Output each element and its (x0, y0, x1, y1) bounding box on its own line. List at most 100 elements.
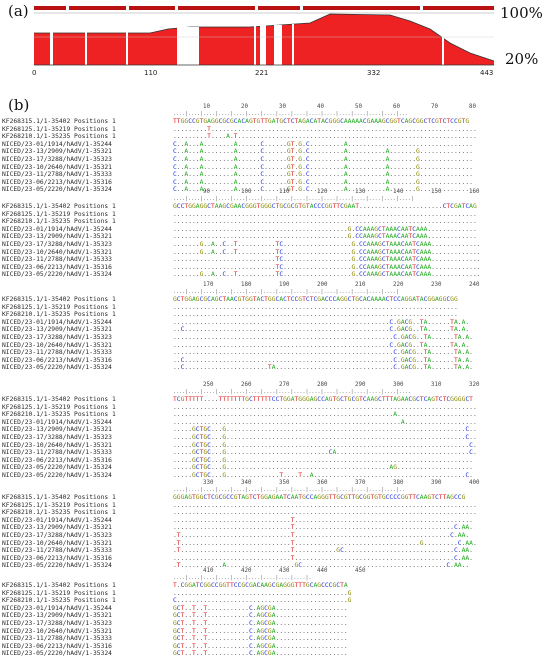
ruler-number: 190 (279, 282, 290, 288)
sequence-name: KF268315.1/1-35402 Positions 1 (2, 396, 116, 403)
sequence-name: NICED/23-10/2640/hAdV/1-35321 (2, 441, 112, 449)
sequence-residues: ........................................… (173, 418, 477, 426)
sequence-name: NICED/23-06/2213/hAdV/1-35316 (2, 456, 112, 464)
sequence-residues: ...............................T........… (173, 554, 473, 562)
sequence-name: NICED/23-13/2909/hAdV/1-35321 (2, 326, 112, 334)
ruler-number: 120 (317, 189, 328, 195)
sequence-residues: ........................................… (173, 318, 470, 326)
sequence-residues: .....GCTGC...G..........................… (173, 426, 477, 434)
sequence-residues: ........................................… (173, 589, 352, 597)
sequence-name: NICED/23-06/2213/hAdV/1-35316 (2, 642, 112, 650)
sequence-name: KF268210.1/1-35235 Positions 1 (2, 133, 116, 141)
sequence-name: KF268125.1/1-35219 Positions 1 (2, 125, 116, 133)
ruler-number: 200 (317, 282, 328, 288)
alignment-row: KF268315.1/1-35402 Positions 1 TTGGCCGTGA… (2, 118, 502, 126)
ruler-number: 110 (279, 189, 290, 195)
sequence-name: KF268125.1/1-35219 Positions 1 (2, 403, 116, 411)
ruler-numbers: 330 340 350 360 370 380 390 400 (2, 480, 502, 489)
sequence-name: NICED/23-17/3288/hAdV/1-35323 (2, 333, 112, 341)
sequence-residues: ........................................… (173, 225, 477, 233)
sequence-residues: ........................................… (173, 349, 473, 357)
sequence-name: KF268210.1/1-35235 Positions 1 (2, 218, 116, 226)
sequence-name: NICED/23-01/1914/hAdV/1-35244 (2, 140, 112, 148)
alignment-row: NICED/23-17/3288/hAdV/1-35323 .....GCTGC.… (2, 434, 502, 442)
sequence-name: NICED/23-13/2909/hAdV/1-35321 (2, 148, 112, 156)
alignment-row: KF268315.1/1-35402 Positions 1 GCCTGGAGGC… (2, 203, 502, 211)
alignment-row: NICED/23-05/2220/hAdV/1-35324 .....GCTGC.… (2, 472, 502, 480)
sequence-name: NICED/23-05/2220/hAdV/1-35324 (2, 186, 112, 194)
alignment-row: NICED/23-11/2788/hAdV/1-35333 .....GCTGC.… (2, 449, 502, 457)
sequence-name: NICED/23-01/1914/hAdV/1-35244 (2, 225, 112, 233)
alignment-row: NICED/23-11/2788/hAdV/1-35333 C..A...A...… (2, 171, 502, 179)
ruler-number: 410 (203, 568, 214, 574)
ruler-number: 340 (241, 480, 252, 486)
alignment-block: 410 420 430 440 450 ....|....|....|....|....|… (2, 568, 502, 658)
alignment-row: KF268125.1/1-35219 Positions 1..........… (2, 211, 502, 219)
alignment-row: NICED/23-11/2788/hAdV/1-35333...........… (2, 256, 502, 264)
ruler-number: 420 (241, 568, 252, 574)
ruler-number: 60 (393, 104, 400, 110)
ruler-number: 260 (241, 382, 252, 388)
sequence-residues: ...............................T........… (173, 524, 473, 532)
alignment-row: NICED/23-05/2220/hAdV/1-35324 .T.........… (2, 562, 502, 570)
sequence-residues: C..A...A........A......C......GT.G.C....… (173, 178, 473, 186)
sequence-name: NICED/23-05/2220/hAdV/1-35324 (2, 562, 112, 570)
ruler-number: 390 (431, 480, 442, 486)
sequence-name: NICED/23-06/2213/hAdV/1-35316 (2, 554, 112, 562)
sequence-residues: GCT..T..T...........C.AGCGA.............… (173, 627, 348, 635)
ruler-number: 230 (431, 282, 442, 288)
sequence-name: NICED/23-01/1914/hAdV/1-35244 (2, 516, 112, 524)
alignment-row: NICED/23-11/2788/hAdV/1-35333 .T.........… (2, 547, 502, 555)
alignment-row: NICED/23-06/2213/hAdV/1-35316 C..A...A...… (2, 179, 502, 187)
sequence-residues: GGGAGTGGCTCGCGCCGTAGTCTGGAGAATCAATGCCAGG… (173, 494, 466, 501)
sequence-name: NICED/23-11/2788/hAdV/1-35333 (2, 449, 112, 457)
sequence-residues: C..A...A........A......C......GT.G.C....… (173, 186, 473, 194)
sequence-residues: GCT..T..T...........C.AGCGA.............… (173, 642, 348, 650)
ruler-number: 20 (241, 104, 248, 110)
panel-b-label: (b) (8, 96, 30, 114)
alignment-row: NICED/23-11/2788/hAdV/1-35333 GCT..T..T..… (2, 635, 502, 643)
ruler-number: 80 (469, 104, 476, 110)
tick-443: 443 (480, 69, 493, 77)
alignment-row: NICED/23-13/2909/hAdV/1-35321...........… (2, 524, 502, 532)
sequence-residues: C..A...A........A......C......GT.G.C....… (173, 155, 473, 163)
alignment-row: KF268315.1/1-35402 Positions 1 T.CGGATCGG… (2, 582, 502, 590)
sequence-name: KF268210.1/1-35235 Positions 1 (2, 597, 116, 605)
alignment-row: NICED/23-05/2220/hAdV/1-35324 GCT..T..T..… (2, 650, 502, 658)
alignment-row: NICED/23-10/2640/hAdV/1-35321...........… (2, 342, 502, 350)
alignment-row: NICED/23-05/2220/hAdV/1-35324 .....GCTGC.… (2, 464, 502, 472)
alignment-row: KF268125.1/1-35219 Positions 1..........… (2, 304, 502, 312)
alignment-row: NICED/23-13/2909/hAdV/1-35321 ..C........… (2, 326, 502, 334)
sequence-residues: .T.............................T........… (173, 539, 477, 547)
sequence-name: NICED/23-11/2788/hAdV/1-35333 (2, 349, 112, 357)
sequence-residues: .....GCTGC...G..........................… (173, 456, 473, 464)
ruler-ticks: ....|....|....|....|....|....|....|....|… (173, 289, 399, 295)
alignment-row: NICED/23-17/3288/hAdV/1-35323 C..A...A...… (2, 156, 502, 164)
alignment-row: NICED/23-01/1914/hAdV/1-35244...........… (2, 319, 502, 327)
alignment-row: NICED/23-17/3288/hAdV/1-35323 GCT..T..T..… (2, 620, 502, 628)
sequence-residues: ........................................… (173, 509, 477, 517)
sequence-residues: ........................................… (173, 233, 477, 241)
ruler-number: 40 (317, 104, 324, 110)
alignment-block: 10 20 30 40 50 60 70 80 ....|....|....|....|....… (2, 104, 502, 194)
ruler-number: 70 (431, 104, 438, 110)
sequence-name: NICED/23-10/2640/hAdV/1-35321 (2, 248, 112, 256)
sequence-residues: GCT..T..T...........C.AGCGA.............… (173, 612, 348, 620)
alignment-row: NICED/23-06/2213/hAdV/1-35316...........… (2, 264, 502, 272)
ruler-number: 320 (469, 382, 480, 388)
sequence-name: NICED/23-13/2909/hAdV/1-35321 (2, 612, 112, 620)
tick-0: 0 (32, 69, 36, 77)
sequence-residues: T.CGGATCGGCCGGTTCCGCGACAAGCGAGGGTTTGCAGC… (173, 582, 348, 589)
tick-332: 332 (367, 69, 380, 77)
sequence-residues: GCT..T..T...........C.AGCGA.............… (173, 650, 348, 658)
sequence-name: NICED/23-17/3288/hAdV/1-35323 (2, 240, 112, 248)
sequence-name: KF268315.1/1-35402 Positions 1 (2, 203, 116, 210)
sequence-residues: GCTGGAGCGCAGCTAACGTGGTACTGGCACTCCGTCTCGA… (173, 296, 458, 303)
alignment-row: KF268315.1/1-35402 Positions 1 GGGAGTGGCT… (2, 494, 502, 502)
sequence-name: KF268315.1/1-35402 Positions 1 (2, 118, 116, 125)
alignment-row: NICED/23-01/1914/hAdV/1-35244 C..A...A...… (2, 141, 502, 149)
alignment-row: NICED/23-01/1914/hAdV/1-35244...........… (2, 419, 502, 427)
sequence-residues: ........................................… (173, 210, 477, 218)
alignment-row: NICED/23-13/2909/hAdV/1-35321 .....GCTGC.… (2, 426, 502, 434)
ruler-number: 280 (317, 382, 328, 388)
